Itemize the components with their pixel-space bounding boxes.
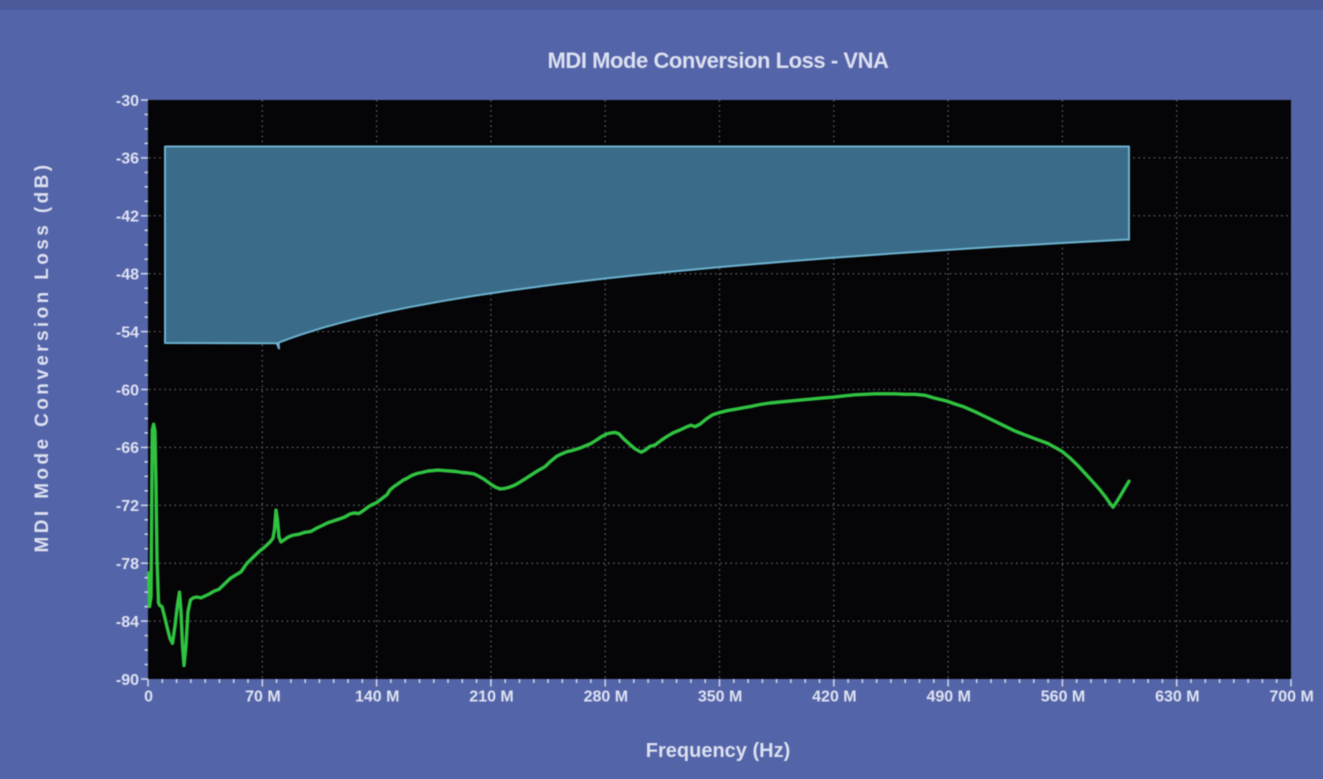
- svg-text:-72: -72: [116, 498, 139, 515]
- svg-text:-84: -84: [116, 614, 139, 631]
- svg-text:-78: -78: [116, 556, 139, 573]
- svg-text:0: 0: [144, 689, 153, 706]
- svg-text:-30: -30: [116, 93, 139, 110]
- svg-text:-36: -36: [116, 151, 139, 168]
- svg-text:-42: -42: [116, 209, 139, 226]
- svg-text:-60: -60: [116, 382, 139, 399]
- svg-text:70 M: 70 M: [245, 689, 281, 706]
- svg-text:560 M: 560 M: [1041, 689, 1085, 706]
- svg-text:490 M: 490 M: [926, 689, 970, 706]
- svg-text:MDI Mode Conversion Loss (dB): MDI Mode Conversion Loss (dB): [32, 162, 53, 553]
- svg-text:420 M: 420 M: [812, 689, 856, 706]
- svg-text:630 M: 630 M: [1155, 689, 1199, 706]
- svg-text:-54: -54: [116, 324, 139, 341]
- svg-text:210 M: 210 M: [469, 689, 513, 706]
- svg-text:-66: -66: [116, 440, 139, 457]
- svg-text:MDI Mode Conversion Loss - VNA: MDI Mode Conversion Loss - VNA: [548, 48, 890, 73]
- svg-text:350 M: 350 M: [698, 689, 742, 706]
- svg-text:280 M: 280 M: [584, 689, 628, 706]
- svg-text:-48: -48: [116, 267, 139, 284]
- svg-text:-90: -90: [116, 672, 139, 689]
- svg-text:140 M: 140 M: [355, 689, 399, 706]
- svg-text:700 M: 700 M: [1269, 689, 1313, 706]
- svg-text:Frequency (Hz): Frequency (Hz): [646, 740, 790, 762]
